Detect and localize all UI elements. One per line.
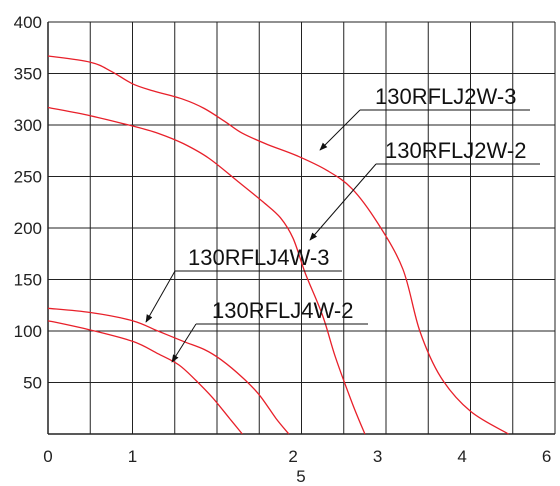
x-tick-label: 3 bbox=[373, 447, 382, 466]
y-tick-label: 250 bbox=[14, 168, 42, 187]
annotations: 130RFLJ2W-3 130RFLJ2W-2 130RFLJ4W-3 130RFLJ… bbox=[145, 84, 540, 363]
annotation-leader bbox=[319, 109, 361, 151]
series-curves bbox=[47, 55, 509, 435]
annotation-leader bbox=[309, 163, 377, 241]
y-tick-label: 350 bbox=[14, 65, 42, 84]
y-tick-label: 300 bbox=[14, 116, 42, 135]
series-curve-0 bbox=[47, 55, 509, 435]
x-tick-label: 0 bbox=[43, 447, 52, 466]
y-axis-ticks: 50 100 150 200 250 300 350 400 bbox=[14, 13, 42, 393]
x-tick-label: 2 bbox=[288, 447, 297, 466]
series-curve-2 bbox=[47, 307, 290, 435]
x-tick-label: 6 bbox=[542, 447, 551, 466]
annotation-label: 130RFLJ4W-2 bbox=[212, 298, 353, 323]
series-curve-1 bbox=[47, 106, 366, 435]
y-tick-label: 200 bbox=[14, 219, 42, 238]
annotation-leader bbox=[145, 270, 176, 323]
grid bbox=[47, 21, 556, 435]
annotation-label: 130RFLJ2W-2 bbox=[385, 138, 526, 163]
y-tick-label: 50 bbox=[23, 374, 42, 393]
annotation-label: 130RFLJ4W-3 bbox=[188, 245, 329, 270]
y-tick-label: 400 bbox=[14, 13, 42, 32]
x-tick-label: 4 bbox=[457, 447, 466, 466]
annotation-label: 130RFLJ2W-3 bbox=[375, 84, 516, 109]
x-tick-label: 1 bbox=[128, 447, 137, 466]
y-tick-label: 150 bbox=[14, 271, 42, 290]
annotation-leader bbox=[171, 323, 197, 363]
series-curve-3 bbox=[47, 320, 243, 435]
x-extra-label: 5 bbox=[296, 467, 305, 486]
x-axis-ticks: 0 1 2 3 4 6 bbox=[43, 447, 551, 466]
y-tick-label: 100 bbox=[14, 322, 42, 341]
